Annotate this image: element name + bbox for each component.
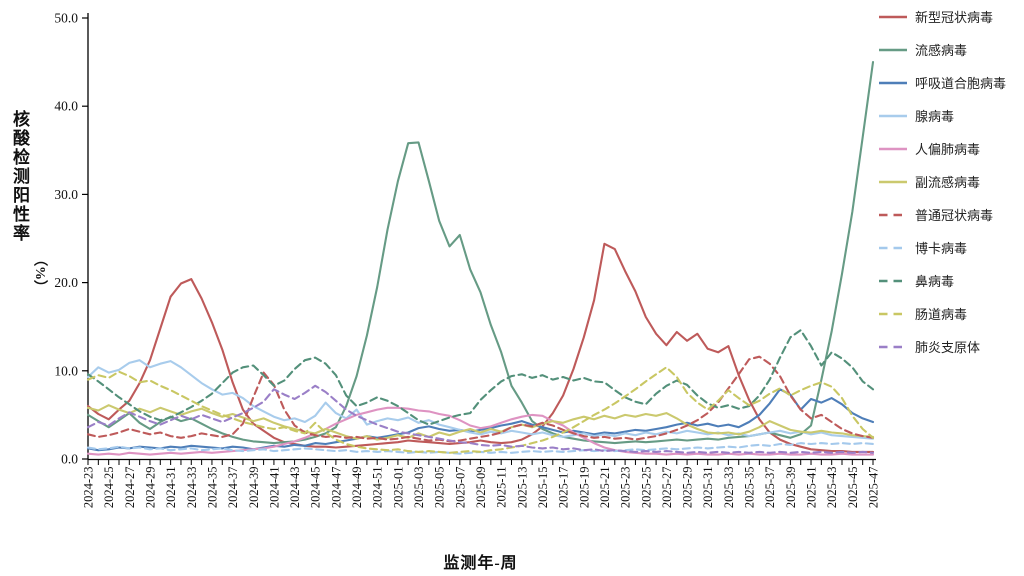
- x-tick-label: 2025-45: [846, 467, 860, 509]
- legend-item-rsv: 呼吸道合胞病毒: [878, 66, 1006, 99]
- x-tick-label: 2025-25: [639, 467, 653, 509]
- legend-label: 新型冠状病毒: [915, 10, 994, 25]
- x-tick-label: 2024-29: [143, 467, 157, 509]
- x-tick-label: 2025-13: [515, 467, 529, 509]
- y-axis-title: 核酸检测阳性率: [10, 110, 29, 243]
- y-tick-label: 40.0: [54, 99, 78, 114]
- series-line-enterovirus: [86, 366, 875, 454]
- series-line-common-coronavirus: [86, 355, 875, 443]
- legend-item-influenza: 流感病毒: [878, 33, 1006, 66]
- x-tick-label: 2025-41: [805, 467, 819, 509]
- x-tick-label: 2025-29: [681, 467, 695, 509]
- legend-label: 普通冠状病毒: [915, 208, 994, 223]
- x-tick-label: 2024-47: [329, 467, 343, 509]
- legend-swatch-parainfluenza: [879, 180, 907, 183]
- x-tick-label: 2024-27: [123, 467, 137, 509]
- legend-item-sars-cov-2: 新型冠状病毒: [878, 0, 1006, 33]
- legend-swatch-rsv: [879, 81, 907, 84]
- legend-swatch-influenza: [879, 48, 907, 51]
- x-tick-label: 2025-35: [743, 467, 757, 509]
- legend-label: 副流感病毒: [915, 175, 981, 190]
- x-tick-label: 2024-51: [371, 467, 385, 509]
- legend-item-rhinovirus: 鼻病毒: [878, 264, 1006, 297]
- legend-label: 肺炎支原体: [915, 340, 981, 355]
- legend-item-parainfluenza: 副流感病毒: [878, 165, 1006, 198]
- legend-item-bocavirus: 博卡病毒: [878, 231, 1006, 264]
- x-tick-label: 2025-23: [619, 467, 633, 509]
- x-tick-label: 2025-05: [433, 467, 447, 509]
- x-tick-label: 2025-21: [598, 467, 612, 509]
- series-line-influenza: [86, 61, 875, 445]
- legend-swatch-hmpv: [879, 147, 907, 150]
- legend-swatch-mycoplasma: [879, 345, 907, 348]
- legend-label: 肠道病毒: [915, 307, 968, 322]
- x-tick-label: 2024-37: [226, 467, 240, 509]
- x-tick-label: 2024-33: [185, 467, 199, 509]
- x-tick-label: 2024-35: [205, 467, 219, 509]
- x-tick-label: 2024-39: [247, 467, 261, 509]
- x-tick-label: 2024-25: [102, 467, 116, 509]
- legend-item-mycoplasma: 肺炎支原体: [878, 330, 1006, 363]
- x-tick-label: 2025-39: [784, 467, 798, 509]
- x-tick-label: 2024-45: [309, 467, 323, 509]
- x-tick-label: 2024-49: [350, 467, 364, 509]
- x-tick-label: 2024-43: [288, 467, 302, 509]
- x-tick-label: 2025-01: [391, 467, 405, 509]
- x-tick-label: 2025-07: [453, 467, 467, 509]
- series-line-sars-cov-2: [86, 242, 875, 453]
- legend-swatch-common-coronavirus: [879, 213, 907, 216]
- y-tick-label: 0.0: [61, 452, 78, 467]
- legend-item-adenovirus: 腺病毒: [878, 99, 1006, 132]
- legend-swatch-sars-cov-2: [879, 15, 907, 18]
- x-tick-label: 2025-17: [557, 467, 571, 509]
- x-tick-label: 2024-41: [267, 467, 281, 509]
- x-tick-label: 2024-23: [82, 467, 96, 509]
- legend-label: 腺病毒: [915, 109, 955, 124]
- series-line-mycoplasma: [86, 384, 875, 454]
- x-tick-label: 2025-19: [577, 467, 591, 509]
- x-tick-label: 2025-37: [763, 467, 777, 509]
- series-line-hmpv: [86, 406, 875, 456]
- legend-item-hmpv: 人偏肺病毒: [878, 132, 1006, 165]
- y-tick-label: 50.0: [54, 11, 78, 26]
- legend-label: 鼻病毒: [915, 274, 955, 289]
- legend-label: 人偏肺病毒: [915, 142, 981, 157]
- x-tick-label: 2025-09: [474, 467, 488, 509]
- legend-label: 流感病毒: [915, 43, 968, 58]
- series-line-parainfluenza: [86, 404, 875, 441]
- legend-label: 呼吸道合胞病毒: [915, 76, 1007, 91]
- x-tick-label: 2025-31: [701, 467, 715, 509]
- x-tick-label: 2024-31: [164, 467, 178, 509]
- legend-item-common-coronavirus: 普通冠状病毒: [878, 198, 1006, 231]
- legend-swatch-adenovirus: [879, 114, 907, 117]
- y-tick-label: 30.0: [54, 187, 78, 202]
- legend-label: 博卡病毒: [915, 241, 968, 256]
- legend: 新型冠状病毒 流感病毒呼吸道合胞病毒 腺病毒人偏肺病毒副流感病毒普通冠状病毒 博卡病毒…: [878, 0, 1006, 363]
- x-tick-label: 2025-03: [412, 467, 426, 509]
- x-tick-label: 2025-27: [660, 467, 674, 509]
- legend-swatch-enterovirus: [879, 312, 907, 315]
- y-tick-label: 10.0: [54, 363, 78, 378]
- legend-swatch-bocavirus: [879, 246, 907, 249]
- legend-item-enterovirus: 肠道病毒: [878, 297, 1006, 330]
- x-tick-label: 2025-15: [536, 467, 550, 509]
- x-tick-label: 2025-43: [825, 467, 839, 509]
- y-tick-label: 20.0: [54, 275, 78, 290]
- series-line-rhinovirus: [86, 329, 875, 426]
- legend-swatch-rhinovirus: [879, 279, 907, 282]
- x-tick-label: 2025-11: [495, 467, 509, 508]
- y-axis-unit-label: （%）: [32, 252, 47, 294]
- x-tick-label: 2025-47: [867, 467, 881, 509]
- x-tick-label: 2025-33: [722, 467, 736, 509]
- x-axis-title: 监测年-周: [443, 555, 518, 572]
